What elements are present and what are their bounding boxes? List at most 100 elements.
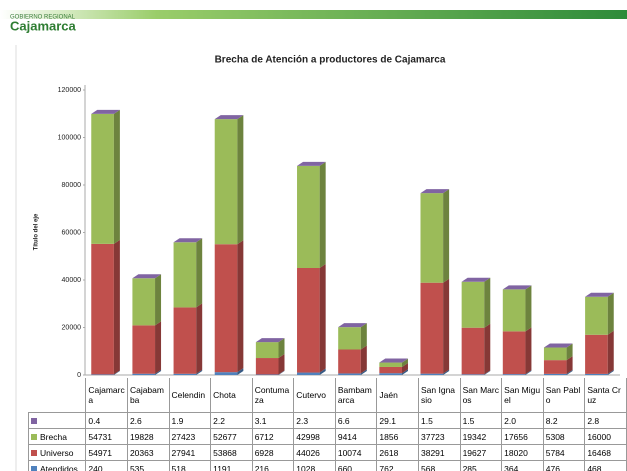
data-label: 660 — [334, 460, 378, 471]
legend-key — [31, 433, 37, 440]
data-label: 19828 — [126, 428, 170, 445]
series-row: 0.4 2.6 1.9 2.2 3.1 2.3 6.6 29.1 1.5 1.5 2.0 8.2 2.8 — [27, 412, 627, 429]
bar-side — [566, 356, 573, 374]
data-label: 19627 — [459, 444, 503, 461]
bar-segment — [585, 334, 608, 374]
bar-segment — [255, 358, 279, 375]
data-table: Cajamarca Cajabamba Celendin Chota Contumaza… — [27, 378, 627, 471]
bar-top — [585, 292, 614, 297]
legend-key — [31, 465, 37, 471]
legend-key — [31, 449, 37, 456]
data-label: 1856 — [376, 428, 419, 445]
data-label: 2618 — [376, 444, 419, 461]
data-label: 54731 — [85, 428, 128, 445]
bar-segment — [502, 289, 526, 332]
bar-side — [237, 240, 244, 373]
header-band — [0, 10, 627, 19]
bar-segment — [420, 193, 444, 283]
bar-side — [319, 161, 326, 166]
bar-segment — [91, 113, 114, 244]
bar-side — [525, 285, 532, 290]
bar-side — [155, 274, 162, 326]
bar-side — [484, 370, 491, 375]
bar-top — [420, 189, 450, 194]
data-label: 1.5 — [418, 412, 461, 429]
data-label: 16468 — [584, 444, 627, 461]
bar-segment — [585, 296, 608, 335]
legend-entry — [27, 412, 87, 429]
bar-side — [196, 238, 203, 308]
category-label: San Miguel — [501, 378, 544, 413]
bar-segment — [420, 373, 444, 375]
data-label: 19342 — [459, 428, 503, 445]
bar-side — [278, 354, 285, 375]
bar-segment — [420, 282, 444, 374]
data-label: 2.3 — [293, 412, 336, 429]
category-label: Jaén — [376, 378, 419, 413]
data-label: 2.8 — [584, 412, 627, 429]
bar-segment — [255, 342, 279, 359]
series-row: Atendidos 240 535 518 1191 216 1028 660 762 568 28… — [27, 460, 627, 471]
bar-side — [319, 263, 326, 373]
data-label: 3.1 — [251, 412, 295, 429]
legend-label: Atendidos — [40, 463, 78, 471]
bar-side — [607, 369, 614, 375]
data-label: 16000 — [584, 428, 627, 445]
data-label: 762 — [376, 460, 419, 471]
bar-segment — [502, 374, 526, 375]
bar-top — [543, 343, 573, 348]
bar-side — [237, 368, 244, 375]
data-label: 20363 — [126, 444, 170, 461]
bar-side — [113, 109, 120, 244]
bar-top — [461, 277, 491, 282]
category-label: Contumaza — [251, 378, 295, 413]
series-row: Universo 54971 20363 27941 53868 6928 44026 100… — [27, 444, 627, 461]
bar-segment — [214, 372, 238, 375]
chart-title: Brecha de Atención a productores de Caja… — [215, 55, 446, 66]
bar-side — [113, 239, 120, 375]
bar-segment — [379, 373, 402, 375]
data-label: 1.9 — [168, 412, 212, 429]
bar-side — [360, 345, 367, 374]
bar-segment — [379, 362, 402, 367]
data-label: 42998 — [293, 428, 336, 445]
bar-side — [607, 292, 614, 335]
bar-top — [173, 238, 203, 243]
bar-side — [155, 321, 162, 374]
bar-top — [132, 274, 162, 279]
series-row: Brecha 54731 19828 27423 52677 6712 42998 9414 1… — [27, 428, 627, 445]
data-label: 27423 — [168, 428, 212, 445]
data-label: 535 — [126, 460, 170, 471]
bar-side — [607, 330, 614, 374]
bar-segment — [173, 373, 197, 375]
bar-side — [155, 369, 162, 375]
bar-side — [196, 238, 203, 243]
bar-side — [566, 343, 573, 348]
bar-top — [502, 285, 532, 290]
data-label: 8.2 — [542, 412, 586, 429]
bar-side — [319, 161, 326, 268]
bar-segment — [91, 374, 114, 375]
y-tick-label: 20000 — [62, 324, 82, 331]
bar-segment — [173, 307, 197, 374]
data-label: 44026 — [293, 444, 336, 461]
bar-side — [278, 338, 285, 359]
data-label: 5784 — [542, 444, 586, 461]
bar-side — [113, 370, 120, 375]
bar-side — [484, 277, 491, 282]
bar-side — [443, 278, 450, 374]
bar-segment — [214, 119, 238, 245]
bar-top — [214, 115, 244, 120]
data-label: 52677 — [210, 428, 253, 445]
bar-side — [566, 343, 573, 361]
y-tick-label: 120000 — [58, 87, 81, 94]
category-label: Chota — [210, 378, 253, 413]
bar-top — [255, 338, 285, 343]
data-label: 0.4 — [85, 412, 128, 429]
bar-segment — [543, 373, 567, 375]
data-label: 1.5 — [459, 412, 503, 429]
data-label: 6712 — [251, 428, 295, 445]
data-label: 1028 — [293, 460, 336, 471]
